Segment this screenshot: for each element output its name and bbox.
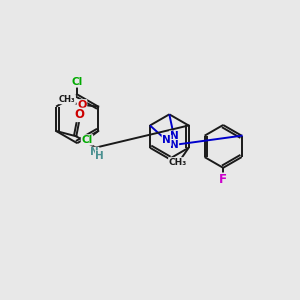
Text: N: N — [90, 147, 99, 158]
Text: N: N — [169, 131, 178, 141]
Text: O: O — [75, 108, 85, 122]
Text: O: O — [77, 100, 87, 110]
Text: N: N — [170, 140, 178, 150]
Text: Cl: Cl — [72, 77, 83, 87]
Text: CH₃: CH₃ — [59, 95, 75, 104]
Text: H: H — [95, 151, 104, 161]
Text: Cl: Cl — [81, 135, 93, 145]
Text: F: F — [219, 173, 227, 186]
Text: CH₃: CH₃ — [169, 158, 187, 166]
Text: N: N — [162, 135, 171, 146]
